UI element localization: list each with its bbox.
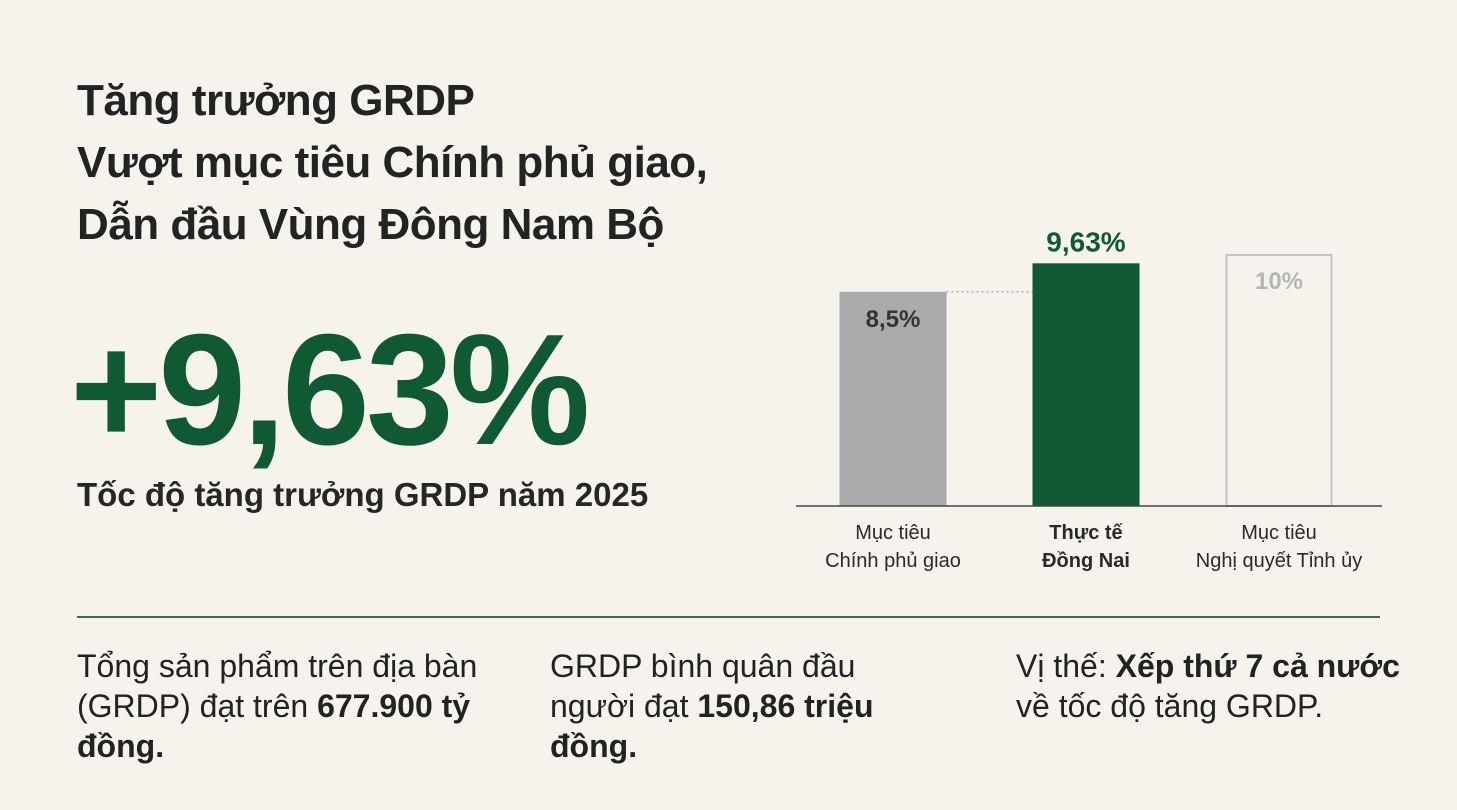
- bar-0: [839, 291, 947, 506]
- stat-grdp-total-text: Tổng sản phẩm trên địa bàn (GRDP) đạt tr…: [77, 648, 478, 724]
- divider: [77, 616, 1380, 618]
- bar-value-label-1: 9,63%: [1046, 226, 1125, 257]
- headline-value: +9,63%: [70, 302, 590, 478]
- bar-value-label-0: 8,5%: [866, 306, 921, 333]
- title-line-3: Dẫn đầu Vùng Đông Nam Bộ: [77, 200, 664, 249]
- stat-grdp-per-capita-text: GRDP bình quân đầu người đạt: [550, 648, 856, 724]
- page-title: Tăng trưởng GRDP Vượt mục tiêu Chính phủ…: [77, 70, 708, 256]
- stat-grdp-total-value: 677.900 tỷ đồng.: [77, 688, 471, 764]
- category-label-1-0: Thực tế: [1049, 522, 1123, 544]
- category-label-2-0: Mục tiêu: [1241, 522, 1317, 544]
- category-label-0-0: Mục tiêu: [855, 522, 931, 544]
- bar-chart: 8,5% Mục tiêu Chính phủ giao 9,63% Thực tế Đồ…: [796, 226, 1382, 572]
- stat-grdp-per-capita-value: 150,86 triệu đồng.: [550, 688, 874, 764]
- headline-caption: Tốc độ tăng trưởng GRDP năm 2025: [77, 476, 649, 513]
- stat-ranking-text: về tốc độ tăng GRDP.: [1016, 688, 1324, 724]
- stat-ranking-label: Vị thế:: [1016, 648, 1116, 684]
- category-label-1-1: Đồng Nai: [1042, 550, 1130, 572]
- stat-ranking: Vị thế: Xếp thứ 7 cả nước về tốc độ tăng…: [1016, 646, 1416, 726]
- bar-value-label-2: 10%: [1255, 268, 1303, 295]
- title-line-1: Tăng trưởng GRDP: [77, 76, 475, 125]
- category-label-0-1: Chính phủ giao: [825, 550, 961, 572]
- stat-grdp-per-capita: GRDP bình quân đầu người đạt 150,86 triệ…: [550, 646, 880, 766]
- bar-1: [1032, 263, 1140, 506]
- title-line-2: Vượt mục tiêu Chính phủ giao,: [77, 138, 708, 187]
- stat-grdp-total: Tổng sản phẩm trên địa bàn (GRDP) đạt tr…: [77, 646, 497, 766]
- stat-ranking-value: Xếp thứ 7 cả nước: [1115, 648, 1400, 684]
- category-label-2-1: Nghị quyết Tỉnh ủy: [1196, 550, 1362, 572]
